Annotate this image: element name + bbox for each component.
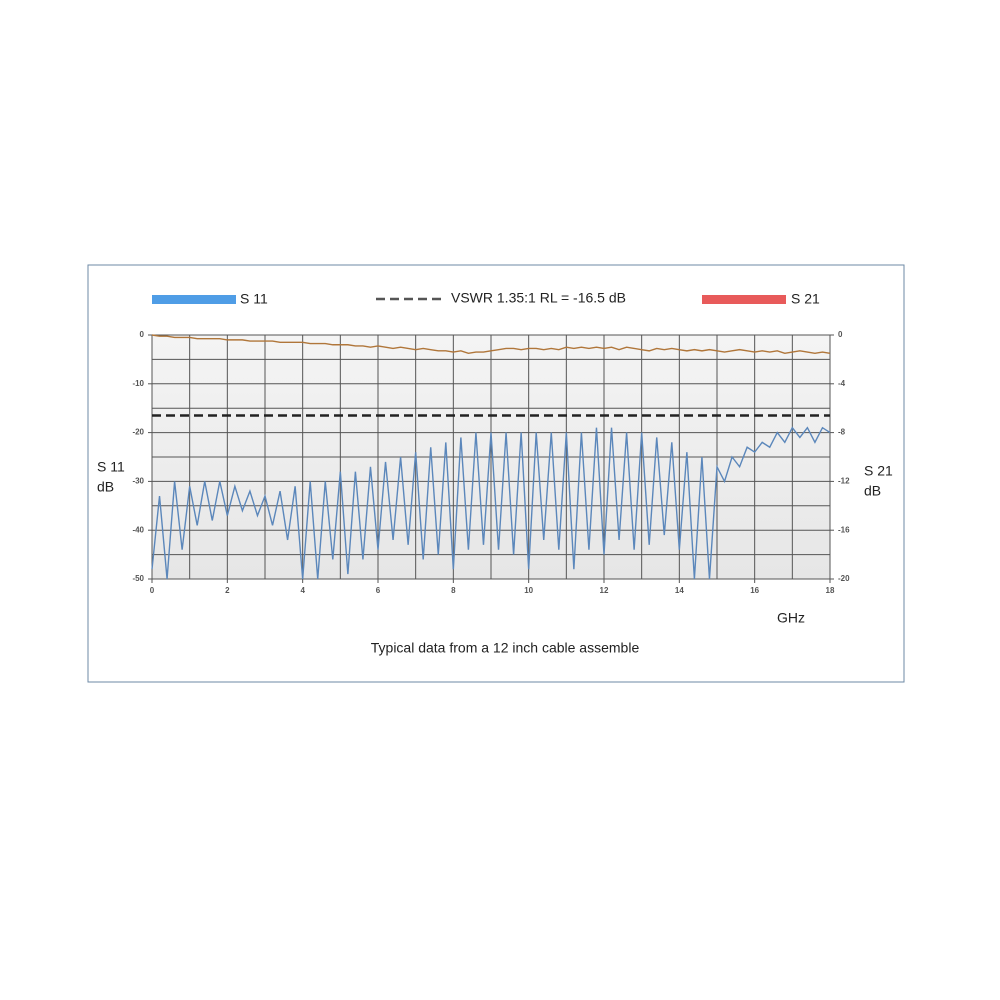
x-tick-label: 6	[376, 586, 381, 595]
x-axis-label: GHz	[777, 610, 805, 626]
x-tick-label: 16	[750, 586, 759, 595]
legend-label: S 21	[791, 291, 820, 307]
y-tick-label: 0	[140, 330, 145, 339]
legend-label: VSWR 1.35:1 RL = -16.5 dB	[451, 290, 626, 306]
x-tick-label: 4	[300, 586, 305, 595]
y2-tick-label: -8	[838, 428, 846, 437]
legend-swatch	[702, 295, 786, 304]
y2-axis-label: dB	[864, 483, 881, 499]
caption: Typical data from a 12 inch cable assemb…	[371, 640, 640, 656]
y2-tick-label: 0	[838, 330, 843, 339]
series-line	[151, 334, 831, 355]
x-tick-label: 8	[451, 586, 456, 595]
x-tick-label: 10	[524, 586, 533, 595]
series-line	[151, 426, 831, 580]
x-tick-label: 12	[600, 586, 609, 595]
y-tick-label: -50	[132, 574, 144, 583]
y2-axis-label: S 21	[864, 463, 893, 479]
y2-tick-label: -4	[838, 379, 846, 388]
x-tick-label: 0	[150, 586, 155, 595]
y-tick-label: -30	[132, 477, 144, 486]
y2-tick-label: -12	[838, 477, 850, 486]
y-tick-label: -20	[132, 428, 144, 437]
y2-tick-label: -16	[838, 525, 850, 534]
y-tick-label: -40	[132, 525, 144, 534]
x-tick-label: 2	[225, 586, 230, 595]
legend-label: S 11	[240, 291, 268, 307]
x-tick-label: 14	[675, 586, 684, 595]
y-axis-label: S 11	[97, 459, 125, 475]
y-axis-label: dB	[97, 479, 114, 495]
y-tick-label: -10	[132, 379, 144, 388]
y2-tick-label: -20	[838, 574, 850, 583]
legend-swatch	[152, 295, 236, 304]
x-tick-label: 18	[826, 586, 835, 595]
